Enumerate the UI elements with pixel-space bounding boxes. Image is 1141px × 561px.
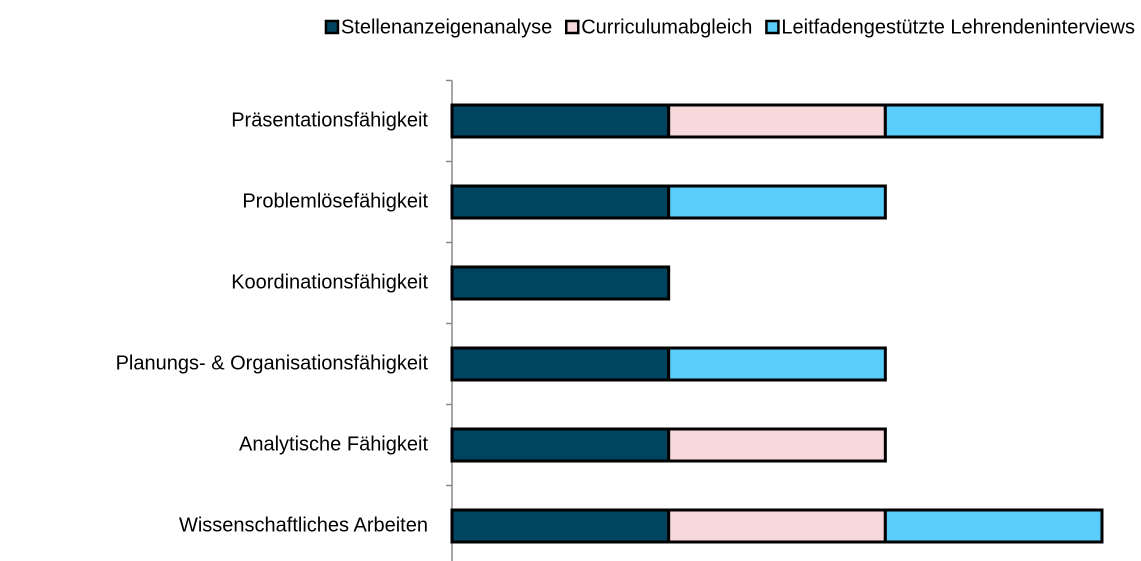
bar-segment xyxy=(667,103,887,139)
legend-label: Leitfadengestützte Lehrendeninterviews xyxy=(781,16,1135,38)
bar-segment xyxy=(450,184,671,220)
bar-segment xyxy=(450,265,671,301)
bar-segment xyxy=(667,427,887,463)
category-label: Präsentationsfähigkeit xyxy=(231,109,428,131)
category-label: Wissenschaftliches Arbeiten xyxy=(179,514,428,536)
legend-label: Curriculumabgleich xyxy=(581,16,752,38)
bar-segment xyxy=(667,508,887,544)
bar-segment xyxy=(450,346,671,382)
legend-swatch xyxy=(324,19,340,35)
bar-segment xyxy=(450,427,671,463)
bar-segment xyxy=(883,103,1104,139)
bar-segment xyxy=(667,346,887,382)
bar-segment xyxy=(883,508,1104,544)
category-label: Problemlösefähigkeit xyxy=(242,190,428,212)
legend: Stellenanzeigenanalyse Curriculumabgleich… xyxy=(324,16,1135,38)
category-label: Koordinationsfähigkeit xyxy=(231,271,428,293)
legend-swatch xyxy=(564,19,580,35)
category-label: Analytische Fähigkeit xyxy=(239,433,428,455)
legend-label: Stellenanzeigenanalyse xyxy=(341,16,552,38)
bar-segment xyxy=(450,508,671,544)
category-label: Planungs- & Organisationsfähigkeit xyxy=(116,352,429,374)
bar-segment xyxy=(667,184,887,220)
legend-swatch xyxy=(765,19,780,35)
bar-segment xyxy=(450,103,671,139)
